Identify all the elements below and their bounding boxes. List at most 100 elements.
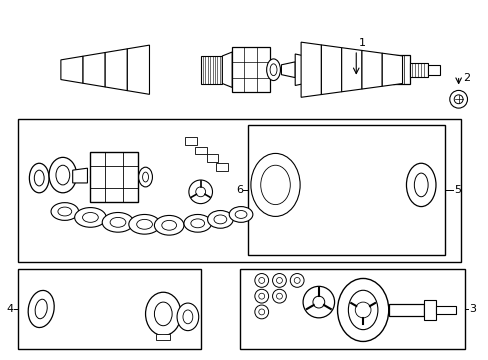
Circle shape — [254, 274, 268, 287]
Circle shape — [453, 95, 462, 104]
Bar — [392, 55, 409, 85]
Bar — [423, 300, 435, 320]
Text: 3: 3 — [468, 304, 475, 314]
Ellipse shape — [82, 212, 98, 222]
Polygon shape — [303, 56, 311, 84]
Bar — [184, 137, 196, 145]
Polygon shape — [375, 60, 383, 79]
Circle shape — [258, 293, 264, 299]
Circle shape — [272, 289, 286, 303]
Circle shape — [254, 305, 268, 319]
Circle shape — [294, 278, 300, 283]
Ellipse shape — [347, 290, 377, 330]
Ellipse shape — [229, 207, 252, 222]
Circle shape — [303, 286, 334, 318]
Polygon shape — [311, 58, 319, 82]
Circle shape — [276, 278, 282, 283]
Ellipse shape — [260, 165, 290, 204]
Ellipse shape — [56, 165, 70, 185]
Ellipse shape — [154, 302, 172, 326]
Polygon shape — [319, 59, 327, 80]
Ellipse shape — [183, 310, 192, 324]
Ellipse shape — [128, 215, 160, 234]
Ellipse shape — [142, 172, 148, 182]
Bar — [240, 269, 464, 349]
Polygon shape — [83, 53, 105, 87]
Polygon shape — [295, 54, 303, 85]
Polygon shape — [327, 61, 336, 78]
Ellipse shape — [235, 211, 246, 219]
Circle shape — [254, 289, 268, 303]
Ellipse shape — [58, 207, 72, 216]
Bar — [18, 119, 460, 262]
Text: 4: 4 — [6, 304, 14, 314]
Circle shape — [276, 293, 282, 299]
Bar — [388, 304, 423, 316]
Text: 6: 6 — [236, 185, 243, 195]
Polygon shape — [361, 50, 382, 89]
Ellipse shape — [145, 292, 181, 336]
Ellipse shape — [162, 220, 176, 230]
Ellipse shape — [29, 163, 49, 193]
Ellipse shape — [139, 167, 152, 187]
Ellipse shape — [250, 153, 300, 216]
Circle shape — [188, 180, 212, 204]
Ellipse shape — [35, 299, 47, 319]
Ellipse shape — [102, 212, 133, 232]
Ellipse shape — [183, 215, 211, 232]
Bar — [427, 65, 439, 75]
Bar — [206, 154, 218, 162]
Bar — [90, 152, 138, 202]
Ellipse shape — [406, 163, 435, 207]
Circle shape — [258, 309, 264, 315]
Ellipse shape — [266, 59, 280, 81]
Polygon shape — [222, 52, 232, 87]
Bar — [216, 163, 228, 171]
Circle shape — [272, 274, 286, 287]
Ellipse shape — [75, 208, 106, 227]
Circle shape — [449, 90, 467, 108]
Bar — [409, 63, 427, 77]
Polygon shape — [301, 42, 321, 97]
Circle shape — [272, 162, 282, 172]
Polygon shape — [341, 48, 361, 92]
Polygon shape — [321, 45, 341, 95]
Bar — [156, 334, 170, 339]
Circle shape — [195, 187, 205, 197]
Ellipse shape — [214, 215, 226, 224]
Ellipse shape — [110, 217, 125, 227]
Ellipse shape — [177, 303, 198, 330]
Ellipse shape — [413, 173, 427, 197]
Polygon shape — [61, 56, 83, 83]
Ellipse shape — [190, 219, 204, 228]
Ellipse shape — [337, 278, 388, 342]
Ellipse shape — [51, 203, 79, 220]
Ellipse shape — [49, 157, 77, 193]
Ellipse shape — [154, 215, 183, 235]
Bar — [200, 56, 222, 84]
Ellipse shape — [34, 170, 44, 186]
Bar — [435, 306, 455, 314]
Polygon shape — [281, 62, 295, 78]
Circle shape — [290, 274, 304, 287]
Text: 5: 5 — [453, 185, 460, 195]
Ellipse shape — [269, 64, 276, 76]
Circle shape — [258, 278, 264, 283]
Circle shape — [312, 296, 324, 308]
Polygon shape — [382, 53, 402, 86]
Ellipse shape — [137, 219, 152, 229]
Polygon shape — [366, 61, 375, 78]
Ellipse shape — [28, 291, 54, 328]
Text: 2: 2 — [463, 73, 470, 82]
Polygon shape — [105, 49, 127, 91]
Bar — [232, 47, 269, 93]
Ellipse shape — [255, 157, 299, 212]
Ellipse shape — [264, 167, 290, 203]
Polygon shape — [127, 45, 149, 94]
Bar — [18, 269, 200, 349]
Circle shape — [355, 302, 370, 318]
Text: 1: 1 — [359, 38, 366, 48]
Polygon shape — [73, 168, 87, 183]
Polygon shape — [358, 63, 366, 77]
Polygon shape — [383, 59, 392, 81]
